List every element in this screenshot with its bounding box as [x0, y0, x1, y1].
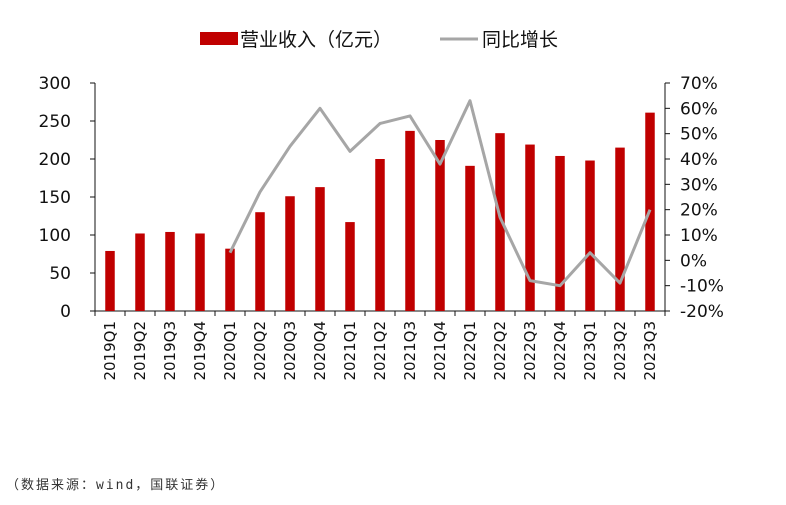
- x-tick-label: 2022Q4: [551, 321, 569, 381]
- x-tick-label: 2021Q3: [401, 321, 419, 381]
- right-tick-label: -10%: [680, 277, 724, 297]
- legend-label-growth: 同比增长: [482, 29, 558, 51]
- left-tick-label: 0: [60, 302, 71, 322]
- revenue-bars: [105, 112, 655, 311]
- x-tick-label: 2023Q2: [611, 321, 629, 381]
- x-tick-label: 2023Q3: [641, 321, 659, 381]
- right-tick-label: 30%: [680, 175, 718, 195]
- right-tick-label: 0%: [680, 251, 707, 271]
- left-tick-label: 100: [39, 226, 71, 246]
- source-note: （数据来源：wind，国联证券）: [6, 478, 226, 493]
- right-tick-label: 40%: [680, 150, 718, 170]
- revenue-bar: [585, 160, 595, 311]
- left-tick-label: 200: [39, 150, 71, 170]
- x-tick-label: 2021Q2: [371, 321, 389, 381]
- revenue-bar: [135, 233, 145, 311]
- x-tick-label: 2020Q1: [221, 321, 239, 381]
- revenue-bar: [255, 212, 265, 311]
- tick-labels: 0 50 100 150 200 250 300 -20% -10% 0% 10% 20% 30% 40%…: [39, 74, 724, 381]
- right-tick-label: 70%: [680, 74, 718, 94]
- x-tick-label: 2022Q2: [491, 321, 509, 381]
- x-tick-label: 2019Q3: [161, 321, 179, 381]
- growth-line: [228, 99, 652, 288]
- revenue-bar: [195, 233, 205, 311]
- left-tick-label: 150: [39, 188, 71, 208]
- x-tick-label: 2020Q3: [281, 321, 299, 381]
- right-tick-label: 50%: [680, 125, 718, 145]
- revenue-bar: [465, 165, 475, 311]
- revenue-bar: [615, 147, 625, 311]
- x-tick-label: 2020Q4: [311, 321, 329, 381]
- x-tick-label: 2019Q2: [131, 321, 149, 381]
- revenue-bar: [555, 155, 565, 311]
- x-tick-label: 2021Q1: [341, 321, 359, 381]
- revenue-bar: [405, 130, 415, 311]
- left-tick-label: 50: [49, 264, 71, 284]
- right-tick-label: 10%: [680, 226, 718, 246]
- right-tick-label: 20%: [680, 201, 718, 221]
- x-tick-label: 2022Q3: [521, 321, 539, 381]
- x-tick-label: 2022Q1: [461, 321, 479, 381]
- left-tick-label: 250: [39, 112, 71, 132]
- legend: 营业收入（亿元） 同比增长: [200, 29, 558, 51]
- revenue-bar: [435, 140, 445, 311]
- revenue-bar: [495, 133, 505, 311]
- revenue-bar: [225, 248, 235, 311]
- x-tick-label: 2023Q1: [581, 321, 599, 381]
- right-tick-label: 60%: [680, 99, 718, 119]
- x-tick-label: 2019Q1: [101, 321, 119, 381]
- right-tick-label: -20%: [680, 302, 724, 322]
- revenue-bar: [375, 159, 385, 311]
- x-tick-label: 2021Q4: [431, 321, 449, 381]
- x-tick-label: 2020Q2: [251, 321, 269, 381]
- revenue-bar: [525, 144, 535, 311]
- left-tick-label: 300: [39, 74, 71, 94]
- revenue-bar: [345, 222, 355, 311]
- legend-label-revenue: 营业收入（亿元）: [240, 29, 392, 51]
- x-tick-label: 2019Q4: [191, 321, 209, 381]
- revenue-bar: [105, 250, 115, 311]
- revenue-bar: [315, 187, 325, 311]
- revenue-bar: [165, 231, 175, 311]
- legend-swatch-revenue: [200, 32, 238, 45]
- revenue-bar: [285, 196, 295, 311]
